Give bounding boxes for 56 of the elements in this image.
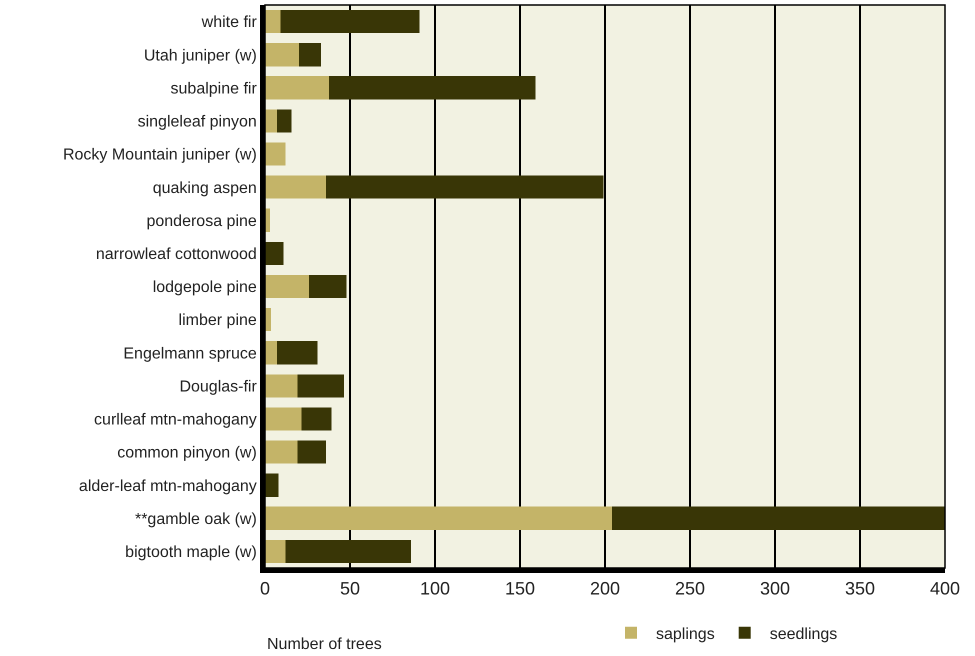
bar — [276, 341, 318, 364]
x-tick-label: 400 — [930, 578, 960, 599]
bar — [265, 109, 277, 132]
bar — [297, 374, 344, 398]
bar — [265, 10, 280, 34]
y-tick-label: white fir — [200, 14, 258, 32]
bar — [297, 440, 326, 464]
x-tick-label: 0 — [260, 578, 270, 599]
bar — [302, 407, 332, 431]
y-tick-label: bigtooth maple (w) — [125, 544, 257, 562]
bar — [612, 506, 945, 530]
x-tick-label: 100 — [420, 578, 450, 599]
y-tick-label: subalpine fir — [170, 80, 258, 98]
legend-label: seedlings — [770, 626, 838, 643]
bar — [265, 142, 286, 166]
y-tick-label: ponderosa pine — [146, 212, 257, 230]
y-tick-label: singleleaf pinyon — [138, 114, 257, 131]
bar — [265, 474, 279, 497]
y-tick-label: narrowleaf cottonwood — [96, 246, 257, 263]
x-tick-label: 50 — [340, 578, 360, 599]
bar — [265, 540, 286, 564]
y-tick-label: curlleaf mtn-mahogany — [94, 412, 257, 429]
x-tick-label: 150 — [504, 578, 536, 599]
y-tick-label: Douglas-fir — [179, 378, 258, 396]
y-tick-label: lodgepole pine — [152, 279, 257, 296]
bar — [276, 109, 292, 132]
y-tick-label: Rocky Mountain juniper (w) — [62, 146, 257, 164]
bar — [299, 43, 322, 66]
legend-label: saplings — [656, 626, 715, 643]
y-tick-label: **gamble oak (w) — [134, 510, 257, 528]
bar — [265, 176, 326, 199]
y-tick-label: alder-leaf mtn-mahogany — [78, 478, 257, 495]
bar — [265, 76, 329, 100]
x-tick-label: 200 — [590, 578, 620, 599]
bar — [265, 440, 298, 464]
bar — [265, 43, 299, 66]
bar — [326, 176, 604, 199]
bar — [265, 506, 612, 530]
x-tick-label: 350 — [844, 578, 876, 599]
bar — [309, 274, 347, 298]
bar — [280, 10, 420, 34]
y-tick-label: Engelmann spruce — [123, 345, 257, 362]
x-tick-label: 250 — [674, 578, 706, 599]
x-tick-label: 300 — [760, 578, 790, 599]
y-tick-label: quaking aspen — [152, 180, 257, 197]
bar — [285, 540, 412, 564]
bar — [265, 242, 284, 265]
x-axis-title: Number of trees — [267, 636, 382, 653]
y-tick-label: common pinyon (w) — [117, 444, 257, 462]
bar — [328, 76, 536, 100]
bar — [265, 407, 302, 431]
bar — [265, 274, 310, 298]
y-tick-label: Utah juniper (w) — [144, 47, 257, 64]
bar — [265, 374, 298, 398]
bar — [265, 341, 277, 364]
y-tick-label: limber pine — [178, 312, 257, 330]
